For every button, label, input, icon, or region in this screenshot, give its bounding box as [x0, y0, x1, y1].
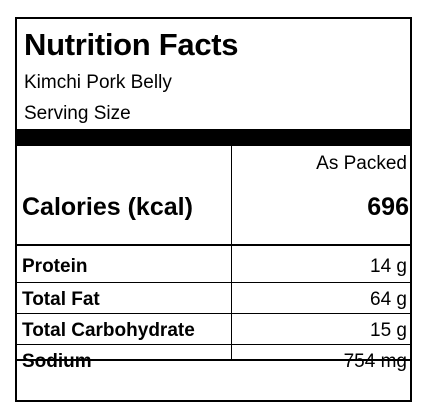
nutrient-name-total-carbohydrate: Total Carbohydrate — [22, 320, 195, 341]
nutrition-facts-label: Nutrition Facts Kimchi Pork Belly Servin… — [15, 17, 412, 402]
nutrient-name-sodium: Sodium — [22, 351, 92, 372]
row-divider — [17, 313, 410, 314]
calories-value: 696 — [367, 193, 409, 221]
label-title: Nutrition Facts — [24, 27, 239, 62]
nutrient-value-sodium: 754 mg — [343, 351, 407, 372]
calories-label: Calories (kcal) — [22, 193, 193, 221]
column-header-as-packed: As Packed — [316, 153, 407, 174]
nutrient-value-total-carbohydrate: 15 g — [370, 320, 407, 341]
nutrient-name-protein: Protein — [22, 256, 88, 277]
row-divider — [17, 282, 410, 283]
column-divider — [231, 146, 232, 359]
row-divider — [17, 344, 410, 345]
nutrient-value-total-fat: 64 g — [370, 289, 407, 310]
nutrient-name-total-fat: Total Fat — [22, 289, 100, 310]
product-name: Kimchi Pork Belly — [24, 72, 172, 93]
section-divider-bar — [17, 129, 410, 146]
serving-size-label: Serving Size — [24, 103, 131, 124]
nutrient-value-protein: 14 g — [370, 256, 407, 277]
table-bottom-divider — [17, 359, 410, 361]
calories-divider — [17, 244, 410, 246]
